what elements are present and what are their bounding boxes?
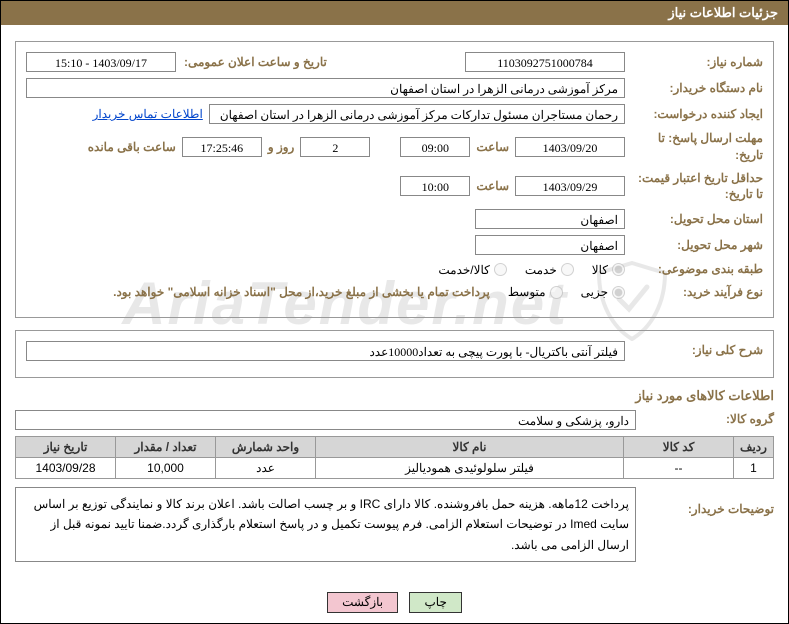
remain-time-field: 17:25:46 — [182, 137, 262, 157]
th-idx: ردیف — [734, 436, 774, 457]
th-qty: تعداد / مقدار — [116, 436, 216, 457]
group-field: دارو، پزشکی و سلامت — [15, 410, 636, 430]
price-valid-time-field: 10:00 — [400, 176, 470, 196]
delivery-province-field: اصفهان — [475, 209, 625, 229]
days-and-label: روز و — [268, 140, 295, 154]
requester-field: رحمان مستاجران مسئول تدارکات مرکز آموزشی… — [209, 104, 625, 124]
th-code: کد کالا — [624, 436, 734, 457]
cell-idx: 1 — [734, 457, 774, 478]
cell-unit: عدد — [216, 457, 316, 478]
time-label-1: ساعت — [476, 140, 509, 154]
cell-qty: 10,000 — [116, 457, 216, 478]
announce-dt-field: 1403/09/17 - 15:10 — [26, 52, 176, 72]
summary-field: فیلتر آنتی باکتریال- با پورت پیچی به تعد… — [26, 341, 625, 361]
announce-dt-label: تاریخ و ساعت اعلان عمومی: — [184, 54, 327, 71]
reply-time-field: 09:00 — [400, 137, 470, 157]
table-row: 1 -- فیلتر سلولوئیدی همودیالیز عدد 10,00… — [16, 457, 774, 478]
need-no-field: 1103092751000784 — [465, 52, 625, 72]
process-note: پرداخت تمام یا بخشی از مبلغ خرید،از محل … — [113, 285, 490, 299]
th-unit: واحد شمارش — [216, 436, 316, 457]
reply-date-field: 1403/09/20 — [515, 137, 625, 157]
process-opt-0: جزیی — [581, 285, 608, 299]
header-panel: شماره نیاز: 1103092751000784 تاریخ و ساع… — [15, 41, 774, 318]
subject-radio-service — [561, 263, 574, 276]
process-radio-minor — [612, 286, 625, 299]
subject-radio-goods — [612, 263, 625, 276]
goods-table: ردیف کد کالا نام کالا واحد شمارش تعداد /… — [15, 436, 774, 479]
print-button[interactable]: چاپ — [409, 592, 461, 613]
buyer-org-field: مرکز آموزشی درمانی الزهرا در استان اصفها… — [26, 78, 625, 98]
goods-info-title: اطلاعات کالاهای مورد نیاز — [15, 388, 774, 404]
contact-link[interactable]: اطلاعات تماس خریدار — [93, 107, 203, 121]
subject-opt-0: کالا — [592, 263, 608, 277]
buyer-org-label: نام دستگاه خریدار: — [633, 80, 763, 97]
remain-suffix-label: ساعت باقی مانده — [88, 140, 176, 154]
price-valid-date-field: 1403/09/29 — [515, 176, 625, 196]
back-button[interactable]: بازگشت — [327, 592, 398, 613]
purchase-process-label: نوع فرآیند خرید: — [633, 284, 763, 301]
requester-label: ایجاد کننده درخواست: — [633, 106, 763, 123]
th-date: تاریخ نیاز — [16, 436, 116, 457]
time-label-2: ساعت — [476, 179, 509, 193]
price-valid-label: حداقل تاریخ اعتبار قیمت: تا تاریخ: — [633, 170, 763, 204]
delivery-city-label: شهر محل تحویل: — [633, 237, 763, 254]
delivery-city-field: اصفهان — [475, 235, 625, 255]
subject-opt-2: کالا/خدمت — [438, 263, 489, 277]
cell-code: -- — [624, 457, 734, 478]
subject-opt-1: خدمت — [525, 263, 557, 277]
need-no-label: شماره نیاز: — [633, 54, 763, 71]
subject-radio-both — [494, 263, 507, 276]
cell-name: فیلتر سلولوئیدی همودیالیز — [316, 457, 624, 478]
th-name: نام کالا — [316, 436, 624, 457]
buyer-notes-field: پرداخت 12ماهه. هزینه حمل بافروشنده. کالا… — [15, 487, 636, 562]
summary-panel: شرح کلی نیاز: فیلتر آنتی باکتریال- با پو… — [15, 330, 774, 378]
titlebar: جزئیات اطلاعات نیاز — [1, 1, 788, 25]
remain-days-field: 2 — [300, 137, 370, 157]
cell-date: 1403/09/28 — [16, 457, 116, 478]
buyer-notes-label: توضیحات خریدار: — [644, 487, 774, 518]
subject-class-label: طبقه بندی موضوعی: — [633, 261, 763, 278]
delivery-province-label: استان محل تحویل: — [633, 211, 763, 228]
reply-deadline-label: مهلت ارسال پاسخ: تا تاریخ: — [633, 130, 763, 164]
group-label: گروه کالا: — [644, 411, 774, 428]
process-opt-1: متوسط — [508, 285, 546, 299]
summary-label: شرح کلی نیاز: — [633, 342, 763, 359]
process-radio-medium — [550, 286, 563, 299]
